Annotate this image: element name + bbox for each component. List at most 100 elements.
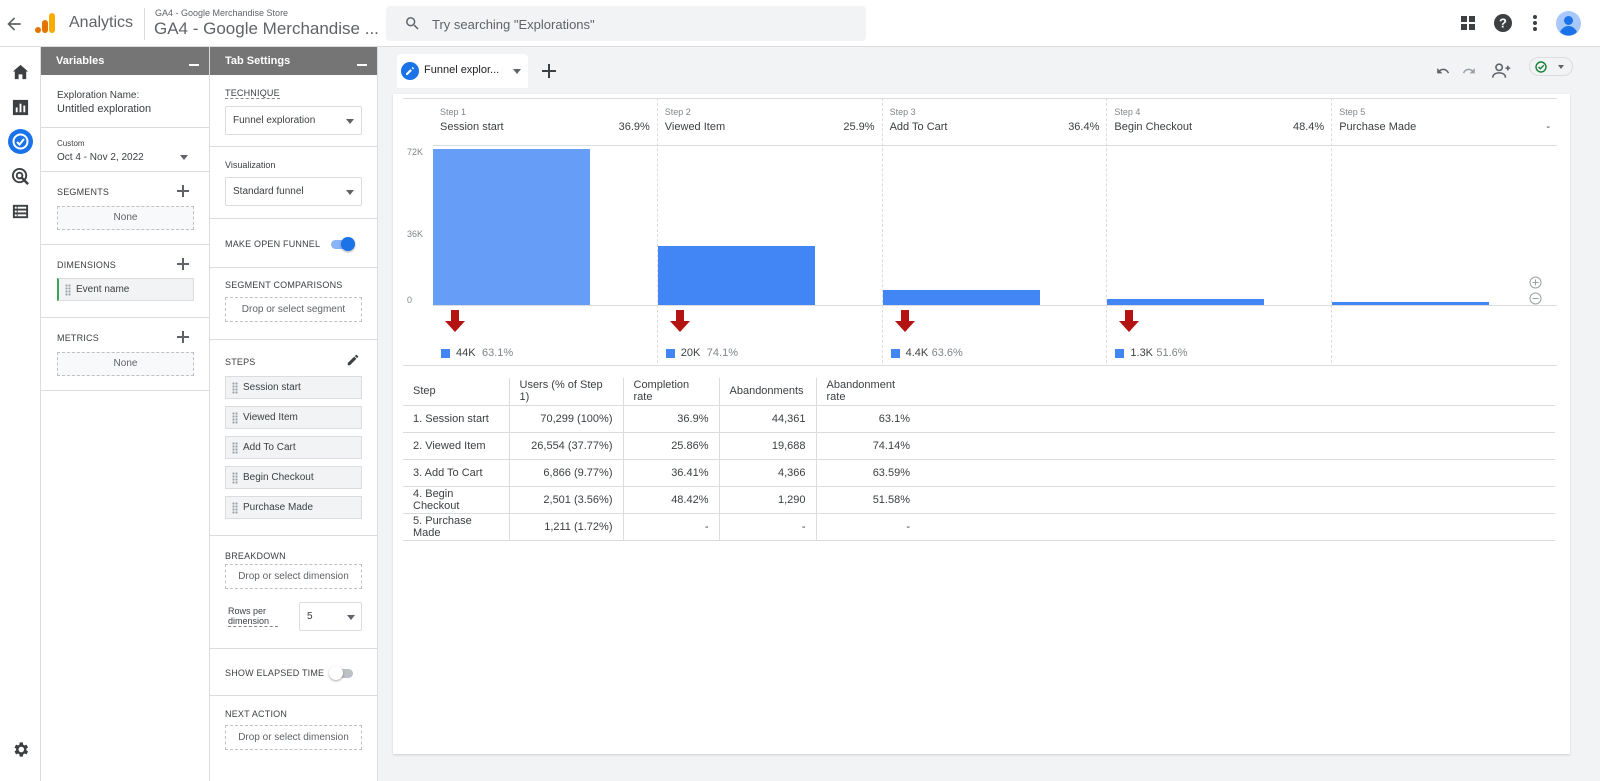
help-icon[interactable]: ? bbox=[1493, 13, 1513, 33]
reports-icon[interactable] bbox=[11, 98, 30, 117]
configure-list-icon[interactable] bbox=[11, 202, 30, 221]
funnel-chart: 72K 36K 0 Step 1 Session start 36.9% 44K 63.… bbox=[403, 98, 1557, 366]
rows-per-dimension-value: 5 bbox=[307, 611, 313, 622]
cell-completion-rate: 36.41% bbox=[622, 459, 719, 487]
step-chip-5[interactable]: Purchase Made bbox=[225, 496, 362, 519]
col-header-abandonment-rate[interactable]: Abandonment rate bbox=[815, 378, 920, 406]
drag-handle-icon[interactable] bbox=[232, 472, 238, 484]
table-row[interactable]: 2. Viewed Item 26,554 (37.77%) 25.86% 19,68… bbox=[403, 432, 1555, 460]
drag-handle-icon[interactable] bbox=[232, 502, 238, 514]
funnel-bar-1[interactable] bbox=[433, 148, 590, 305]
abandonment-legend-square bbox=[1115, 349, 1125, 358]
drag-handle-icon[interactable] bbox=[232, 412, 238, 424]
undo-icon[interactable] bbox=[1436, 64, 1450, 78]
y-tick-36k: 36K bbox=[407, 229, 424, 239]
date-range-value[interactable]: Oct 4 - Nov 2, 2022 bbox=[57, 152, 144, 163]
advertising-icon[interactable] bbox=[11, 167, 30, 186]
table-row[interactable]: 1. Session start 70,299 (100%) 36.9% 44,361… bbox=[403, 405, 1555, 433]
table-row[interactable]: 3. Add To Cart 6,866 (9.77%) 36.41% 4,366 63… bbox=[403, 459, 1555, 487]
exploration-name-input[interactable]: Untitled exploration bbox=[57, 103, 152, 115]
explore-icon[interactable] bbox=[8, 129, 33, 154]
col-header-abandonments[interactable]: Abandonments bbox=[718, 378, 816, 406]
save-status-button[interactable] bbox=[1529, 57, 1573, 76]
abandonment-count: 44K bbox=[456, 347, 476, 359]
cell-abandonments: - bbox=[718, 513, 816, 541]
redo-icon[interactable] bbox=[1462, 64, 1476, 78]
col-header-step[interactable]: Step bbox=[403, 378, 509, 406]
step-chip-2[interactable]: Viewed Item bbox=[225, 406, 362, 429]
breakdown-section: BREAKDOWN Drop or select dimension Rows … bbox=[210, 536, 377, 649]
steps-label: STEPS bbox=[225, 357, 256, 367]
more-vert-icon[interactable] bbox=[1525, 13, 1545, 33]
step-chip-4[interactable]: Begin Checkout bbox=[225, 466, 362, 489]
collapse-tab-settings-icon[interactable] bbox=[357, 64, 367, 66]
admin-gear-icon[interactable] bbox=[11, 740, 30, 759]
col-header-users[interactable]: Users (% of Step 1) bbox=[508, 378, 623, 406]
collapse-variables-icon[interactable] bbox=[189, 64, 199, 66]
apps-grid-icon[interactable] bbox=[1458, 13, 1478, 33]
dimension-chip-event-name[interactable]: Event name bbox=[57, 278, 194, 301]
edit-tab-pencil-icon[interactable] bbox=[401, 62, 419, 80]
property-account-label[interactable]: GA4 - Google Merchandise Store bbox=[155, 8, 289, 18]
cell-spacer bbox=[920, 486, 1555, 514]
date-dropdown-caret-icon[interactable] bbox=[180, 155, 188, 160]
drag-handle-icon[interactable] bbox=[65, 284, 71, 296]
zoom-out-icon[interactable] bbox=[1529, 292, 1542, 305]
elapsed-time-label: SHOW ELAPSED TIME bbox=[225, 668, 325, 678]
table-row[interactable]: 4. Begin Checkout 2,501 (3.56%) 48.42% 1,29… bbox=[403, 486, 1555, 514]
metrics-none[interactable]: None bbox=[57, 352, 194, 376]
abandonment-count: 1.3K bbox=[1130, 347, 1154, 359]
segments-none[interactable]: None bbox=[57, 206, 194, 230]
next-action-drop-target[interactable]: Drop or select dimension bbox=[225, 725, 362, 750]
drag-handle-icon[interactable] bbox=[232, 382, 238, 394]
table-row[interactable]: 5. Purchase Made 1,211 (1.72%) - - - bbox=[403, 513, 1555, 541]
step-chip-3[interactable]: Add To Cart bbox=[225, 436, 362, 459]
segment-comparisons-section: SEGMENT COMPARISONS Drop or select segme… bbox=[210, 268, 377, 340]
breakdown-label: BREAKDOWN bbox=[225, 551, 286, 561]
funnel-bar-5[interactable] bbox=[1332, 302, 1490, 305]
cell-abandonment-rate: 63.1% bbox=[815, 405, 920, 433]
add-segment-icon[interactable] bbox=[177, 185, 189, 197]
edit-steps-pencil-icon[interactable] bbox=[346, 353, 360, 367]
funnel-bar-2[interactable] bbox=[657, 245, 815, 305]
search-input[interactable] bbox=[432, 14, 832, 34]
technique-select[interactable]: Funnel exploration bbox=[225, 106, 362, 135]
funnel-step-5: Step 5 Purchase Made - bbox=[1332, 98, 1557, 363]
visualization-select[interactable]: Standard funnel bbox=[225, 177, 362, 206]
step-completion-rate: - bbox=[1546, 121, 1550, 133]
account-avatar-icon[interactable] bbox=[1556, 11, 1581, 36]
step-title: Add To Cart bbox=[889, 121, 948, 133]
abandonment-rate: 63.1% bbox=[482, 347, 514, 359]
funnel-bar-4[interactable] bbox=[1107, 299, 1265, 305]
elapsed-time-toggle[interactable] bbox=[329, 666, 355, 680]
home-icon[interactable] bbox=[11, 63, 30, 82]
property-name[interactable]: GA4 - Google Merchandise ... bbox=[154, 19, 379, 38]
add-metric-icon[interactable] bbox=[177, 331, 189, 343]
technique-value: Funnel exploration bbox=[233, 115, 316, 126]
rows-per-dimension-label: Rows per dimension bbox=[228, 606, 278, 627]
back-arrow-icon[interactable] bbox=[4, 14, 24, 34]
breakdown-drop-target[interactable]: Drop or select dimension bbox=[225, 564, 362, 589]
col-header-completion-rate[interactable]: Completion rate bbox=[622, 378, 719, 406]
rows-per-dimension-select[interactable]: 5 bbox=[299, 602, 362, 631]
search-bar[interactable] bbox=[386, 6, 866, 41]
abandonment-count: 4.4K bbox=[905, 347, 929, 359]
share-users-icon[interactable] bbox=[1492, 62, 1511, 79]
segment-drop-target[interactable]: Drop or select segment bbox=[225, 297, 362, 322]
open-funnel-toggle[interactable] bbox=[329, 237, 355, 251]
tab-funnel-exploration[interactable]: Funnel explor... bbox=[397, 54, 528, 88]
drag-handle-icon[interactable] bbox=[232, 442, 238, 454]
search-icon bbox=[406, 17, 419, 30]
open-funnel-section: MAKE OPEN FUNNEL bbox=[210, 219, 377, 268]
tab-menu-caret-icon[interactable] bbox=[513, 69, 521, 74]
funnel-bar-3[interactable] bbox=[882, 289, 1040, 305]
analytics-logo-icon bbox=[35, 13, 55, 33]
add-dimension-icon[interactable] bbox=[177, 258, 189, 270]
app-name: Analytics bbox=[69, 14, 134, 31]
date-range-section[interactable]: Custom Oct 4 - Nov 2, 2022 bbox=[41, 128, 209, 172]
zoom-in-icon[interactable] bbox=[1529, 276, 1542, 289]
add-tab-plus-icon[interactable] bbox=[542, 64, 556, 78]
cell-abandonments: 19,688 bbox=[718, 432, 816, 460]
step-chip-1[interactable]: Session start bbox=[225, 376, 362, 399]
cell-users: 26,554 (37.77%) bbox=[508, 432, 623, 460]
